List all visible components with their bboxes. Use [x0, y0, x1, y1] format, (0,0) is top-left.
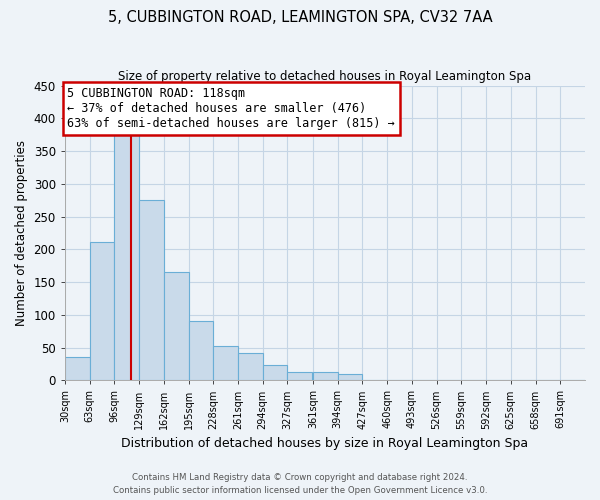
Bar — [313, 372, 338, 380]
Text: 5 CUBBINGTON ROAD: 118sqm
← 37% of detached houses are smaller (476)
63% of semi: 5 CUBBINGTON ROAD: 118sqm ← 37% of detac… — [67, 87, 395, 130]
Bar — [139, 200, 164, 380]
Bar — [213, 346, 238, 380]
Y-axis label: Number of detached properties: Number of detached properties — [15, 140, 28, 326]
Bar — [65, 358, 89, 380]
Bar — [338, 374, 362, 380]
Bar — [263, 364, 287, 380]
Bar — [164, 272, 188, 380]
Bar — [89, 242, 115, 380]
Bar — [287, 372, 312, 380]
Text: 5, CUBBINGTON ROAD, LEAMINGTON SPA, CV32 7AA: 5, CUBBINGTON ROAD, LEAMINGTON SPA, CV32… — [107, 10, 493, 25]
Text: Contains HM Land Registry data © Crown copyright and database right 2024.
Contai: Contains HM Land Registry data © Crown c… — [113, 474, 487, 495]
Title: Size of property relative to detached houses in Royal Leamington Spa: Size of property relative to detached ho… — [118, 70, 532, 83]
Bar — [238, 354, 263, 380]
Bar — [115, 132, 139, 380]
X-axis label: Distribution of detached houses by size in Royal Leamington Spa: Distribution of detached houses by size … — [121, 437, 529, 450]
Bar — [188, 320, 213, 380]
